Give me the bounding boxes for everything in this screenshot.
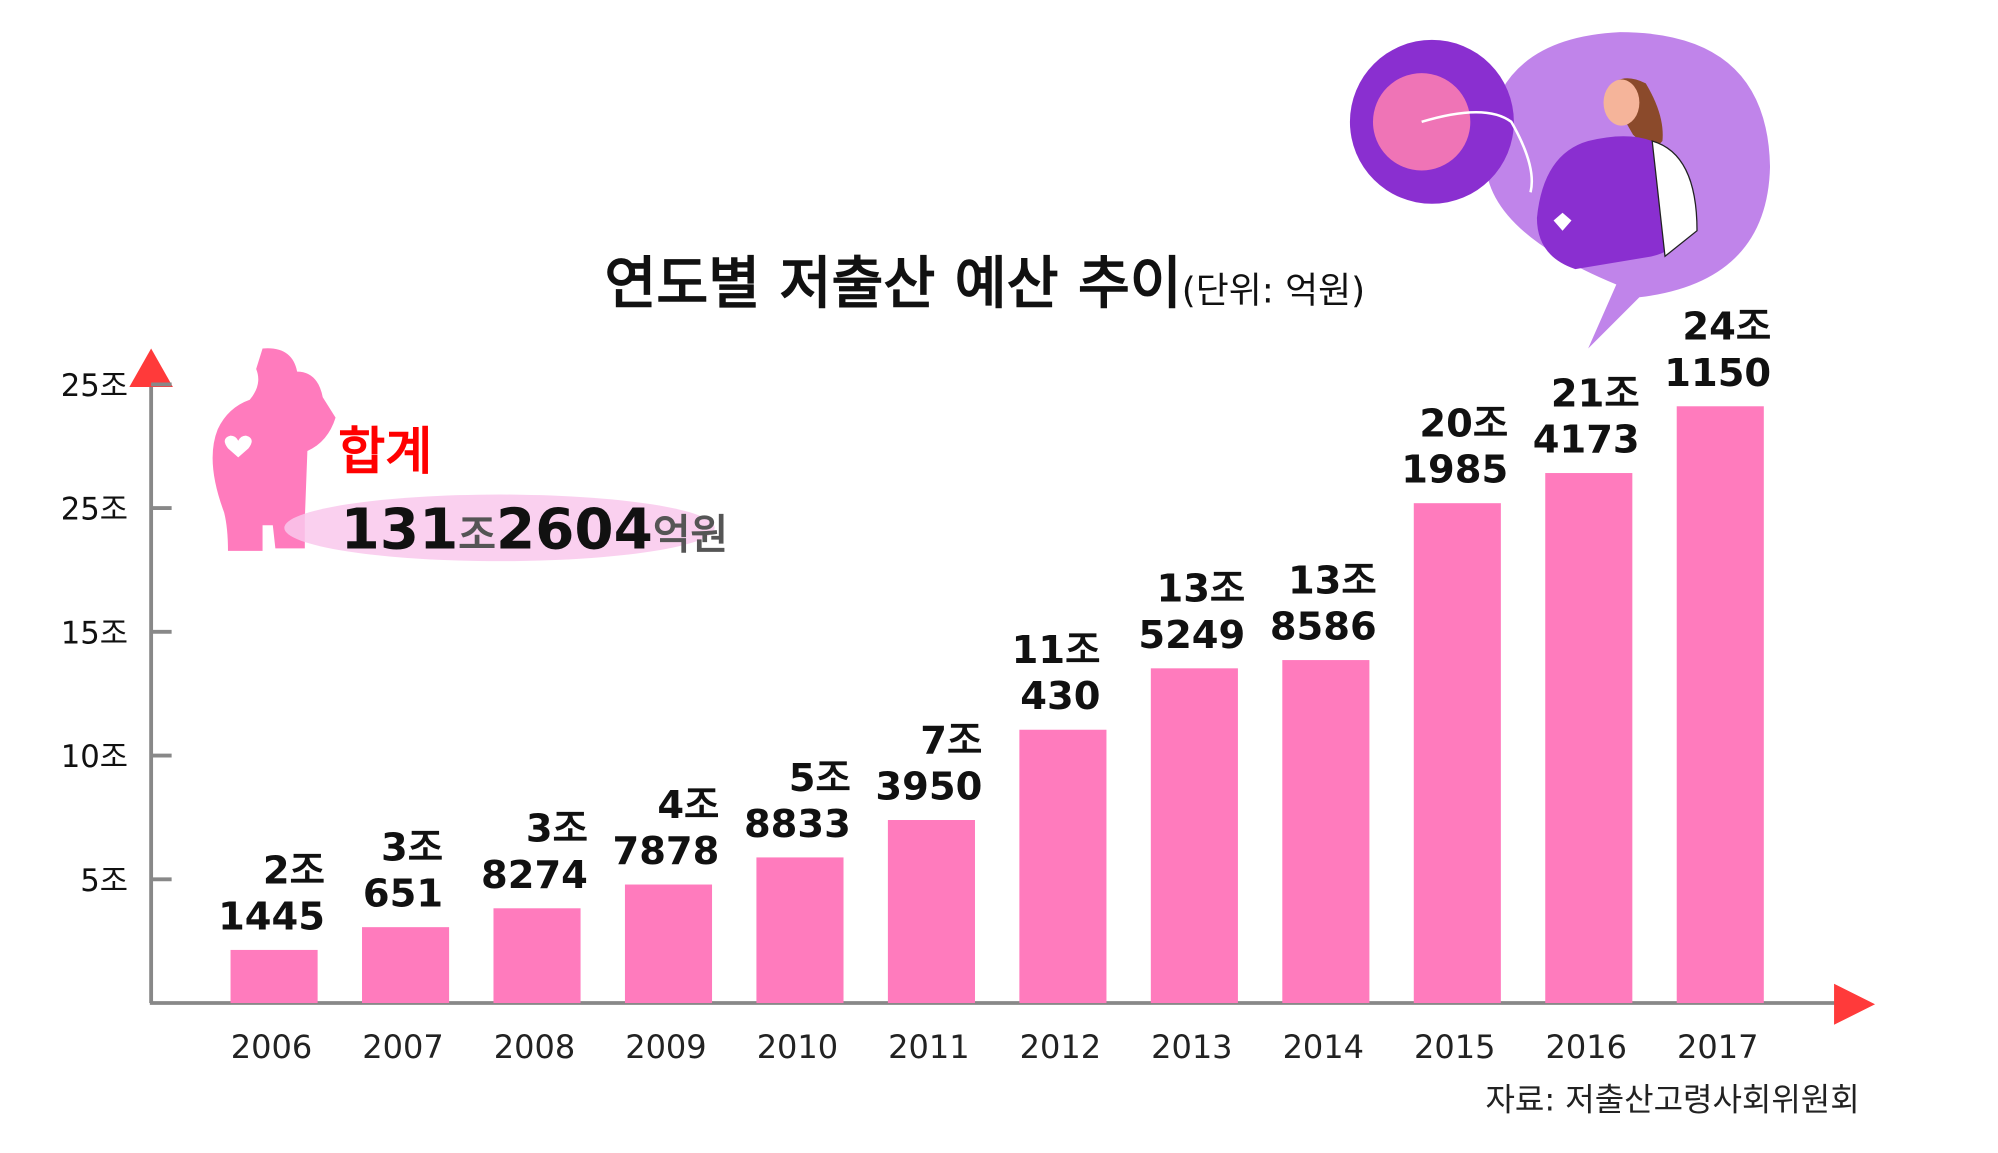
x-tick-label: 2007: [362, 1028, 443, 1066]
bar-2007: [362, 927, 450, 1003]
data-label-rest: 1985: [1401, 448, 1508, 493]
bar-2015: [1413, 503, 1501, 1003]
data-label-jo: 24조: [1682, 305, 1771, 350]
bar-2014: [1282, 660, 1370, 1003]
x-tick-label: 2012: [1020, 1028, 1101, 1066]
total-jo-unit: 조: [458, 510, 496, 558]
total-highlight: [284, 494, 715, 562]
x-tick-label: 2017: [1677, 1028, 1758, 1066]
data-label-jo: 7조: [920, 718, 982, 763]
bar-2016: [1545, 473, 1633, 1003]
total-label: 합계: [338, 422, 432, 482]
data-label-rest: 8274: [481, 853, 588, 898]
data-label-rest: 430: [1020, 674, 1100, 719]
y-tick-label: 25조: [61, 368, 128, 404]
data-label-rest: 8586: [1270, 605, 1377, 650]
bar-2011: [887, 820, 975, 1003]
y-ticks: 5조 10조 15조 25조 25조: [61, 368, 172, 899]
data-label-jo: 3조: [526, 807, 588, 852]
data-label-jo: 11조: [1012, 628, 1101, 673]
bar-2008: [493, 908, 581, 1003]
x-tick-label: 2010: [757, 1028, 838, 1066]
bar-2013: [1150, 668, 1238, 1003]
bar-2006: [230, 949, 318, 1003]
data-label-jo: 20조: [1419, 402, 1508, 447]
x-tick-label: 2006: [231, 1028, 312, 1066]
data-label-jo: 13조: [1156, 567, 1245, 612]
y-tick-label: 5조: [80, 863, 128, 899]
chart-unit-note: (단위: 억원): [1182, 270, 1365, 311]
x-tick-label: 2016: [1546, 1028, 1627, 1066]
bar-2017: [1676, 406, 1764, 1003]
data-label-jo: 3조: [381, 826, 443, 871]
x-tick-label: 2009: [625, 1028, 706, 1066]
total-rest-unit: 억원: [653, 510, 728, 558]
data-label-jo: 13조: [1288, 558, 1377, 603]
x-ticks: 2006 2007 2008 2009 2010 2011 2012 2013 2014 2015…: [231, 1028, 1759, 1066]
x-tick-label: 2014: [1283, 1028, 1364, 1066]
y-axis-arrow: [129, 348, 173, 387]
total-rest-num: 2604: [496, 497, 653, 562]
chart-title-main: 연도별 저출산 예산 추이: [605, 251, 1182, 316]
y-tick-label: 25조: [61, 492, 128, 528]
data-label-jo: 21조: [1551, 371, 1640, 416]
data-label-rest: 4173: [1533, 418, 1640, 463]
data-label-jo: 4조: [657, 783, 719, 828]
data-label-jo: 2조: [263, 848, 325, 893]
data-label-rest: 1445: [218, 894, 325, 939]
y-tick-label: 10조: [61, 739, 128, 775]
x-tick-label: 2011: [888, 1028, 969, 1066]
total-jo-num: 131: [341, 497, 459, 562]
source-note: 자료: 저출산고령사회위원회: [1485, 1081, 1859, 1119]
chart-title: 연도별 저출산 예산 추이(단위: 억원): [605, 251, 1366, 316]
data-label-rest: 8833: [744, 802, 851, 847]
bar-2009: [624, 884, 713, 1003]
data-label-rest: 651: [363, 872, 443, 917]
y-tick-label: 15조: [61, 615, 128, 651]
total-value: 131조2604억원: [341, 497, 729, 562]
data-label-rest: 7878: [612, 829, 719, 874]
pregnant-woman-illustration: [1349, 32, 1771, 349]
data-label-rest: 5249: [1138, 613, 1245, 658]
data-label-jo: 5조: [789, 756, 851, 801]
bar-2010: [756, 857, 844, 1003]
bar-2012: [1019, 729, 1107, 1003]
x-tick-label: 2013: [1151, 1028, 1232, 1066]
silhouette-icon: [212, 348, 336, 551]
x-tick-label: 2015: [1414, 1028, 1495, 1066]
x-axis-arrow: [1834, 983, 1876, 1025]
bars: [230, 406, 1764, 1003]
data-label-rest: 1150: [1664, 351, 1771, 396]
data-label-rest: 3950: [875, 765, 982, 810]
x-tick-label: 2008: [494, 1028, 575, 1066]
